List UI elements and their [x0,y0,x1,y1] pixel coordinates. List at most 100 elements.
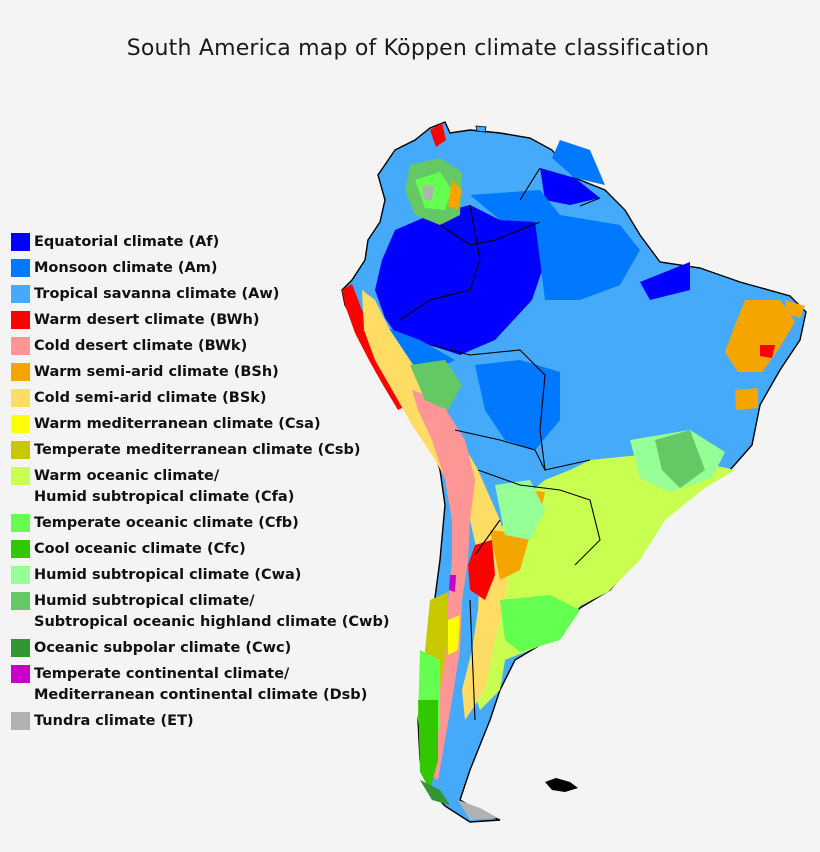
region-bsh-caribbean [448,180,462,210]
legend-label: Humid subtropical climate (Cwa) [34,565,301,586]
legend-label: Equatorial climate (Af) [34,232,219,253]
region-aw-island [475,125,487,133]
legend-label: Cold desert climate (BWk) [34,336,247,357]
region-af-amazon [375,205,545,355]
legend-item: Warm mediterranean climate (Csa) [11,414,391,435]
legend-item: Oceanic subpolar climate (Cwc) [11,638,391,659]
legend-label-line: Humid subtropical climate/ [34,593,255,609]
region-bsk-andes [362,290,510,720]
region-et-tierra [458,800,498,820]
legend-label-line: Temperate oceanic climate (Cfb) [34,515,299,531]
legend-label: Warm desert climate (BWh) [34,310,259,331]
region-af-coast [640,262,690,300]
legend-swatch [11,311,30,329]
region-am-south [475,360,560,450]
legend-label: Temperate mediterranean climate (Csb) [34,440,360,461]
legend-item: Humid subtropical climate/Subtropical oc… [11,591,391,633]
region-cfb-colombia [415,172,452,210]
legend-label: Humid subtropical climate/Subtropical oc… [34,591,389,633]
legend-label: Cool oceanic climate (Cfc) [34,539,246,560]
legend-swatch [11,712,30,730]
region-bsh-sertao [725,300,795,372]
legend-label: Oceanic subpolar climate (Cwc) [34,638,291,659]
legend-label-line: Warm desert climate (BWh) [34,312,260,328]
map-legend: Equatorial climate (Af) Monsoon climate (… [11,232,391,737]
region-bwh-sertao [760,345,775,358]
legend-label: Warm semi-arid climate (BSh) [34,362,279,383]
legend-item: Equatorial climate (Af) [11,232,391,253]
legend-label-line: Equatorial climate (Af) [34,234,220,250]
legend-swatch [11,639,30,657]
region-am-coast [552,140,605,185]
region-af-north [540,168,600,205]
legend-swatch [11,415,30,433]
legend-label-line: Cold desert climate (BWk) [34,338,248,354]
legend-item: Temperate oceanic climate (Cfb) [11,513,391,534]
legend-label-line: Humid subtropical climate (Cwa) [34,567,302,583]
legend-label: Monsoon climate (Am) [34,258,217,279]
legend-label-line: Warm oceanic climate/ [34,468,220,484]
legend-swatch [11,389,30,407]
legend-label: Tundra climate (ET) [34,711,194,732]
legend-label-line: Mediterranean continental climate (Dsb) [34,687,368,703]
legend-label-line: Cool oceanic climate (Cfc) [34,541,246,557]
region-am-west [380,325,455,372]
region-cwb-east [655,430,705,488]
legend-swatch [11,259,30,277]
map-title: South America map of Köppen climate clas… [126,36,710,61]
region-bwk-andes [412,390,475,780]
region-cfb-argentina [500,595,580,652]
legend-label-line: Cold semi-arid climate (BSk) [34,390,267,406]
legend-item: Warm desert climate (BWh) [11,310,391,331]
legend-swatch [11,363,30,381]
legend-label: Temperate continental climate/Mediterran… [34,664,367,706]
region-cwb-bolivia [410,360,462,410]
region-bwh-caribbean [430,123,446,147]
legend-swatch [11,540,30,558]
region-cwc-patagonia [420,780,450,805]
legend-swatch [11,233,30,251]
legend-swatch [11,285,30,303]
legend-item: Monsoon climate (Am) [11,258,391,279]
legend-label-line: Oceanic subpolar climate (Cwc) [34,640,292,656]
legend-swatch [11,566,30,584]
region-dsb-andes [449,575,456,592]
legend-item: Warm oceanic climate/Humid subtropical c… [11,466,391,508]
legend-swatch [11,592,30,610]
legend-label: Tropical savanna climate (Aw) [34,284,279,305]
legend-swatch [11,441,30,459]
legend-item: Temperate mediterranean climate (Csb) [11,440,391,461]
legend-swatch [11,514,30,532]
legend-label: Warm mediterranean climate (Csa) [34,414,321,435]
legend-label: Cold semi-arid climate (BSk) [34,388,267,409]
legend-item: Cold semi-arid climate (BSk) [11,388,391,409]
legend-item: Tropical savanna climate (Aw) [11,284,391,305]
legend-item: Temperate continental climate/Mediterran… [11,664,391,706]
legend-label-line: Subtropical oceanic highland climate (Cw… [34,614,390,630]
legend-label-line: Warm semi-arid climate (BSh) [34,364,279,380]
legend-label-line: Temperate continental climate/ [34,666,290,682]
legend-label: Temperate oceanic climate (Cfb) [34,513,299,534]
legend-label-line: Temperate mediterranean climate (Csb) [34,442,361,458]
region-bsh-argentina [490,530,530,580]
region-bsh-bahia [735,388,758,410]
legend-swatch [11,665,30,683]
legend-item: Tundra climate (ET) [11,711,391,732]
legend-item: Humid subtropical climate (Cwa) [11,565,391,586]
region-bsh-coast [785,300,805,318]
region-bwh-chile [468,540,495,600]
legend-label-line: Humid subtropical climate (Cfa) [34,489,295,505]
legend-label-line: Tundra climate (ET) [34,713,194,729]
legend-item: Cool oceanic climate (Cfc) [11,539,391,560]
falkland-islands [545,778,578,792]
legend-label: Warm oceanic climate/Humid subtropical c… [34,466,294,508]
legend-item: Cold desert climate (BWk) [11,336,391,357]
region-cfc-chile [418,700,438,790]
region-csa-chile [448,615,460,655]
region-am-north [470,190,640,300]
legend-swatch [11,337,30,355]
legend-label-line: Tropical savanna climate (Aw) [34,286,280,302]
legend-item: Warm semi-arid climate (BSh) [11,362,391,383]
legend-label-line: Monsoon climate (Am) [34,260,218,276]
